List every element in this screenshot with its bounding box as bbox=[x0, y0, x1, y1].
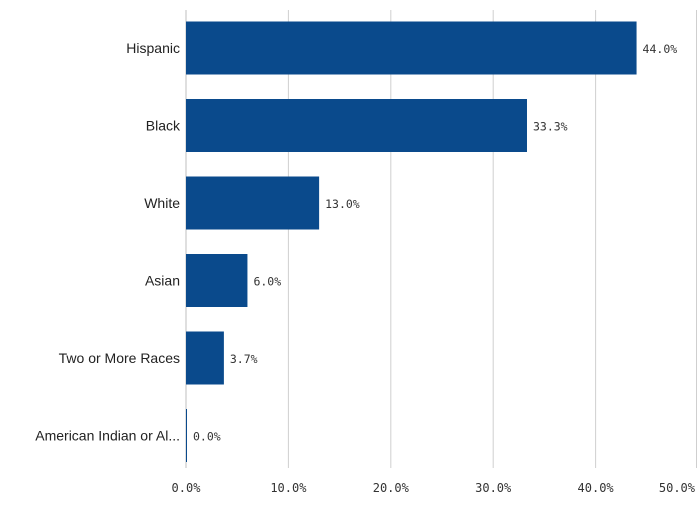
value-label-5: 0.0% bbox=[193, 430, 221, 444]
category-label-2: White bbox=[144, 195, 180, 211]
category-label-0: Hispanic bbox=[126, 40, 180, 56]
bar-2 bbox=[186, 176, 320, 230]
x-tick-label-4: 40.0% bbox=[578, 481, 615, 495]
value-label-1: 33.3% bbox=[533, 120, 568, 134]
bar-4 bbox=[186, 331, 224, 385]
bars-group bbox=[186, 21, 637, 462]
x-tick-label-0: 0.0% bbox=[172, 481, 202, 495]
category-labels: Hispanic Black White Asian Two or More Races… bbox=[35, 40, 181, 444]
category-label-5: American Indian or Al... bbox=[35, 428, 180, 444]
value-label-4: 3.7% bbox=[230, 352, 258, 366]
bar-1 bbox=[186, 99, 527, 152]
value-labels: 44.0% 33.3% 13.0% 6.0% 3.7% 0.0% bbox=[193, 42, 677, 444]
bar-3 bbox=[186, 254, 248, 307]
value-label-0: 44.0% bbox=[643, 42, 678, 56]
category-label-4: Two or More Races bbox=[59, 350, 180, 366]
bar-0 bbox=[186, 21, 637, 75]
category-label-1: Black bbox=[146, 118, 181, 134]
category-label-3: Asian bbox=[145, 273, 180, 289]
gridlines bbox=[185, 10, 697, 468]
bar-5 bbox=[186, 409, 187, 462]
x-tick-label-5: 50.0% bbox=[659, 481, 696, 495]
value-label-3: 6.0% bbox=[253, 275, 281, 289]
x-tick-label-3: 30.0% bbox=[475, 481, 512, 495]
value-label-2: 13.0% bbox=[325, 197, 360, 211]
x-tick-labels: 0.0% 10.0% 20.0% 30.0% 40.0% 50.0% bbox=[172, 481, 696, 495]
x-tick-label-1: 10.0% bbox=[270, 481, 307, 495]
x-tick-label-2: 20.0% bbox=[373, 481, 410, 495]
